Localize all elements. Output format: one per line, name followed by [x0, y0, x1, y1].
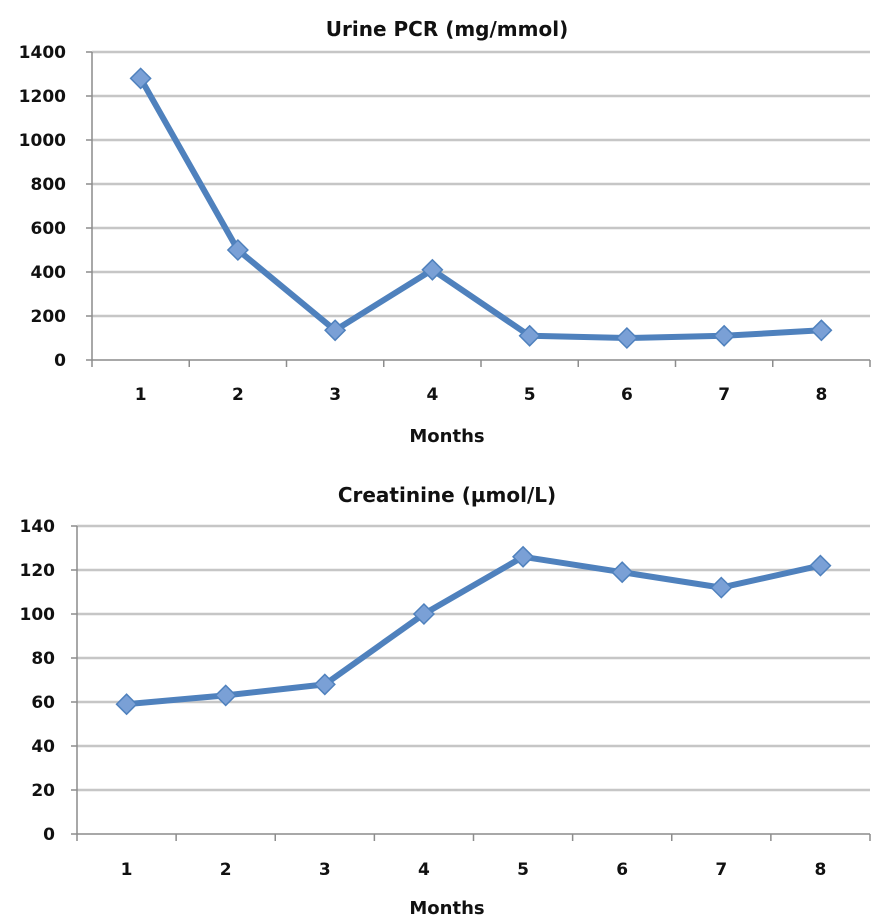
y-tick-label: 120 — [20, 561, 56, 581]
data-point — [710, 576, 733, 599]
data-point — [214, 684, 237, 707]
x-tick-label: 5 — [517, 860, 529, 880]
y-tick-label: 100 — [20, 605, 56, 625]
x-axis-label: Months — [409, 898, 484, 918]
data-point — [115, 693, 138, 716]
data-point — [611, 561, 634, 584]
data-point — [512, 545, 535, 568]
x-tick-label: 2 — [220, 860, 232, 880]
y-tick-label: 20 — [31, 781, 55, 801]
x-axis-label: Months — [409, 426, 484, 447]
x-tick-label: 8 — [815, 385, 827, 405]
y-tick-label: 60 — [31, 693, 55, 713]
series-line — [137, 75, 825, 341]
data-point — [324, 319, 347, 342]
data-point — [809, 554, 832, 577]
series-line — [123, 553, 824, 708]
x-tick-label: 2 — [232, 385, 244, 405]
data-point — [313, 673, 336, 696]
y-tick-label: 80 — [31, 649, 55, 669]
x-tick-label: 6 — [616, 860, 628, 880]
x-tick-label: 3 — [329, 385, 341, 405]
x-tick-label: 4 — [426, 385, 438, 405]
x-tick-label: 1 — [121, 860, 133, 880]
y-tick-label: 1000 — [19, 131, 66, 151]
x-tick-label: 7 — [718, 385, 730, 405]
data-point — [518, 324, 541, 347]
y-tick-label: 40 — [31, 737, 55, 757]
data-point — [226, 238, 249, 262]
data-point — [412, 602, 435, 626]
data-point — [810, 319, 833, 342]
urine-pcr-chart: Urine PCR (mg/mmol) 0 200 400 600 800 1000 120… — [19, 17, 871, 447]
data-point — [129, 67, 152, 90]
y-tick-label: 0 — [54, 351, 66, 371]
x-tick-label: 6 — [621, 385, 633, 405]
x-tick-label: 5 — [524, 385, 536, 405]
y-tick-label: 600 — [31, 219, 67, 239]
y-tick-label: 400 — [31, 263, 67, 283]
y-tick-label: 800 — [31, 175, 67, 195]
y-tick-label: 1400 — [19, 43, 66, 63]
y-tick-label: 0 — [43, 825, 55, 845]
y-tick-label: 200 — [31, 307, 67, 327]
y-tick-label: 1200 — [19, 87, 66, 107]
chart-title: Creatinine (µmol/L) — [338, 483, 556, 507]
creatinine-chart: Creatinine (µmol/L) 0 20 40 60 80 100 120 140 1… — [20, 483, 871, 918]
data-point — [615, 326, 638, 350]
x-tick-label: 7 — [715, 860, 727, 880]
y-tick-label: 140 — [20, 517, 56, 537]
data-point — [421, 258, 444, 281]
data-point — [713, 324, 736, 347]
chart-title: Urine PCR (mg/mmol) — [326, 17, 568, 41]
x-tick-label: 4 — [418, 860, 430, 880]
x-tick-label: 3 — [319, 860, 331, 880]
x-tick-label: 8 — [815, 860, 827, 880]
x-tick-label: 1 — [135, 385, 147, 405]
